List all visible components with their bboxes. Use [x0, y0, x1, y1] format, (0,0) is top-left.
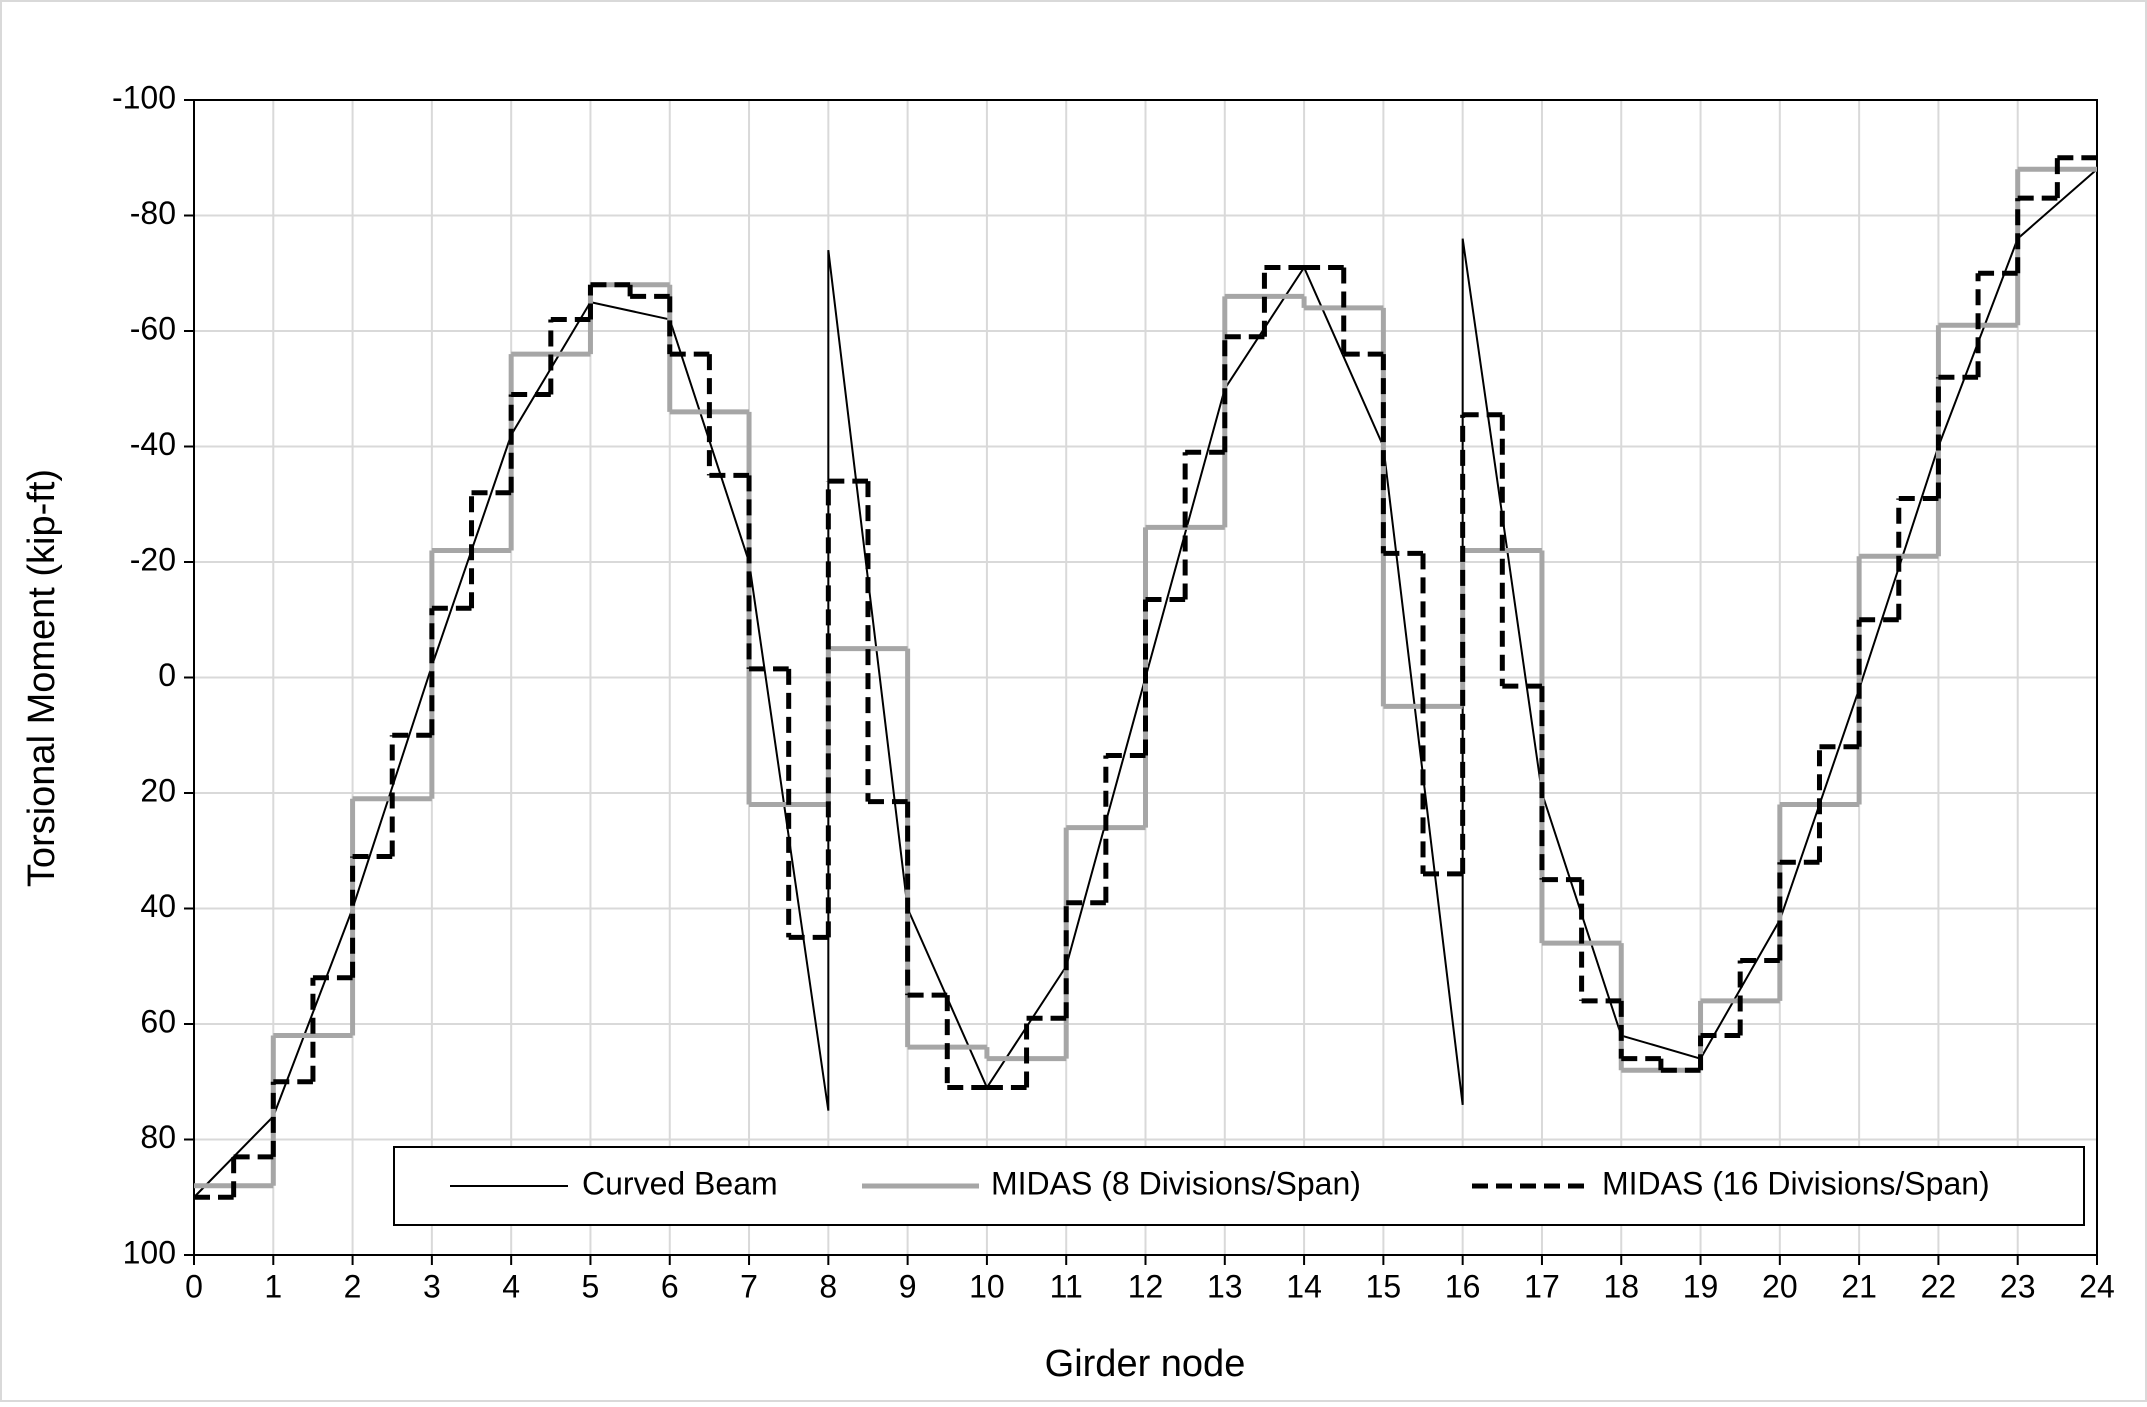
- x-tick-label: 16: [1445, 1268, 1481, 1304]
- plot-frame: [193, 99, 2098, 1256]
- x-tick-label: 7: [740, 1268, 758, 1304]
- x-tick-label: 3: [423, 1268, 441, 1304]
- x-tick-label: 2: [344, 1268, 362, 1304]
- x-tick-label: 14: [1286, 1268, 1322, 1304]
- x-tick-label: 18: [1603, 1268, 1639, 1304]
- y-tick-label: 40: [140, 888, 176, 924]
- x-tick-label: 17: [1524, 1268, 1560, 1304]
- x-tick-label: 15: [1366, 1268, 1402, 1304]
- y-tick-label: -20: [130, 541, 176, 577]
- x-tick-label: 19: [1683, 1268, 1719, 1304]
- y-axis-title: Torsional Moment (kip-ft): [21, 469, 63, 887]
- legend-label: MIDAS (8 Divisions/Span): [991, 1165, 1361, 1201]
- x-tick-label: 8: [819, 1268, 837, 1304]
- x-axis-title: Girder node: [1045, 1343, 1246, 1385]
- x-tick-label: 23: [2000, 1268, 2036, 1304]
- y-tick-label: -60: [130, 310, 176, 346]
- x-tick-label: 1: [264, 1268, 282, 1304]
- y-tick-label: 100: [123, 1234, 176, 1270]
- x-tick-label: 11: [1050, 1268, 1083, 1304]
- x-tick-label: 22: [1921, 1268, 1957, 1304]
- x-tick-label: 24: [2079, 1268, 2115, 1304]
- x-tick-label: 9: [899, 1268, 917, 1304]
- y-tick-label: -80: [130, 195, 176, 231]
- x-tick-label: 12: [1128, 1268, 1164, 1304]
- y-tick-label: 60: [140, 1003, 176, 1039]
- x-tick-label: 5: [582, 1268, 600, 1304]
- x-tick-label: 4: [502, 1268, 520, 1304]
- x-tick-label: 6: [661, 1268, 679, 1304]
- y-tick-label: -40: [130, 426, 176, 462]
- y-tick-label: 0: [158, 657, 176, 693]
- x-tick-label: 21: [1841, 1268, 1877, 1304]
- legend-label: Curved Beam: [582, 1165, 778, 1201]
- y-tick-label: -100: [112, 79, 176, 115]
- y-tick-label: 80: [140, 1119, 176, 1155]
- x-tick-label: 20: [1762, 1268, 1798, 1304]
- x-tick-label: 10: [969, 1268, 1005, 1304]
- legend-label: MIDAS (16 Divisions/Span): [1602, 1165, 1990, 1201]
- x-tick-label: 0: [185, 1268, 203, 1304]
- y-tick-label: 20: [140, 772, 176, 808]
- x-tick-label: 13: [1207, 1268, 1243, 1304]
- legend-box: [393, 1146, 2085, 1226]
